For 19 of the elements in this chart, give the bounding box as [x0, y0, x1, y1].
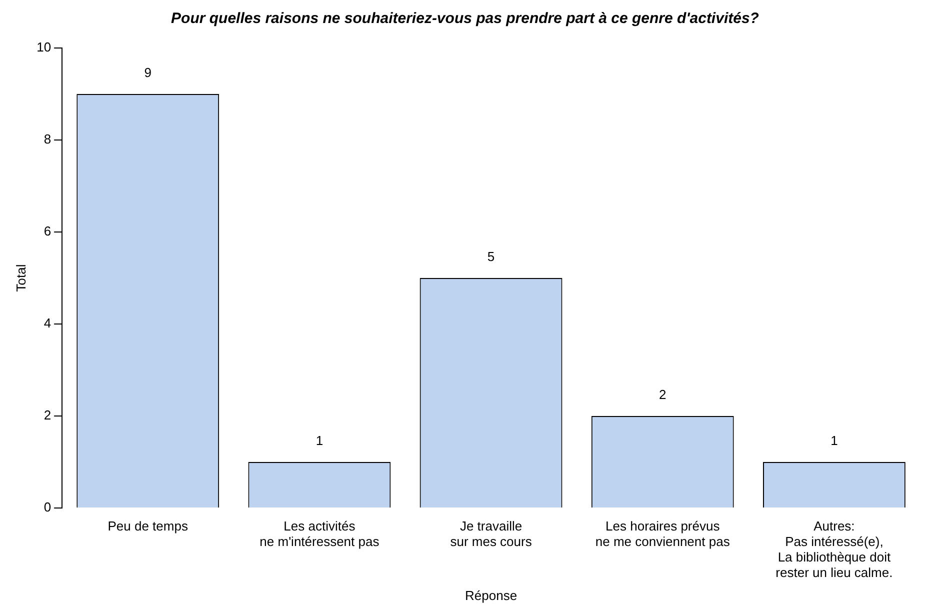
- chart-title: Pour quelles raisons ne souhaiteriez-vous pas prendre part à ce genre d'activités?: [171, 10, 759, 28]
- data-label: 5: [487, 249, 495, 264]
- data-label: 1: [830, 433, 838, 448]
- y-tick-label: 0: [44, 500, 52, 515]
- y-axis-title: Total: [13, 264, 28, 292]
- y-tick-label: 2: [44, 408, 52, 423]
- x-tick-label: Les horaires prévus ne me conviennent pas: [595, 518, 730, 549]
- x-tick-label: Peu de temps: [108, 518, 188, 534]
- y-tick-label: 8: [44, 132, 52, 147]
- data-label: 1: [316, 433, 324, 448]
- x-axis-title: Réponse: [465, 588, 518, 603]
- y-tick-label: 6: [44, 224, 52, 239]
- x-tick-label: Je travaille sur mes cours: [450, 518, 532, 549]
- x-tick-label: Les activités ne m'intéressent pas: [260, 518, 380, 549]
- y-tick-label: 10: [36, 40, 52, 55]
- y-tick-label: 4: [44, 316, 52, 331]
- data-label: 2: [659, 387, 666, 402]
- x-tick-label: Autres: Pas intéressé(e), La bibliothèque doit rester un lieu calme.: [776, 518, 893, 580]
- data-label: 9: [144, 65, 152, 80]
